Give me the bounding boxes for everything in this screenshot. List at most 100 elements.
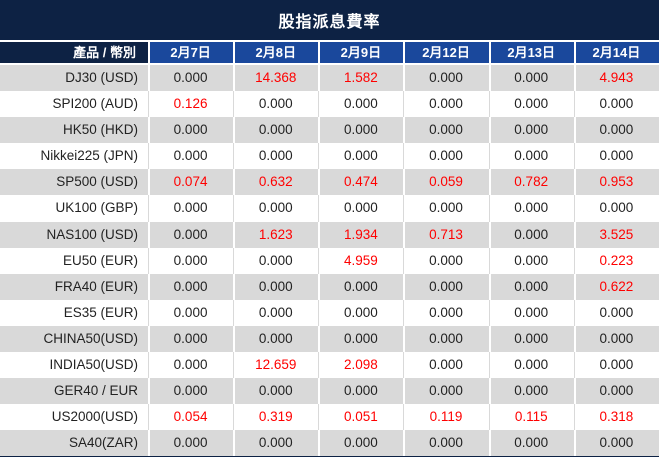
value-cell: 0.223 xyxy=(574,248,659,274)
table-row: Nikkei225 (JPN) 0.000 0.000 0.000 0.000 0.000… xyxy=(0,143,659,170)
value-cell: 0.000 xyxy=(233,326,318,352)
value-cell: 0.000 xyxy=(318,117,403,143)
date-header: 2月9日 xyxy=(318,40,404,65)
value-cell: 0.000 xyxy=(403,91,488,117)
value-cell: 0.126 xyxy=(148,91,233,117)
value-cell: 0.000 xyxy=(574,352,659,378)
table-row: US2000(USD) 0.054 0.319 0.051 0.119 0.115 0.31… xyxy=(0,404,659,431)
product-cell: SA40(ZAR) xyxy=(68,435,138,451)
table-row: CHINA50(USD) 0.000 0.000 0.000 0.000 0.000 0.0… xyxy=(0,325,659,353)
product-currency-header: 產品 / 幣別 xyxy=(0,40,148,65)
value-cell: 0.119 xyxy=(403,404,488,430)
value-cell: 0.000 xyxy=(403,195,488,221)
value-cell: 0.000 xyxy=(233,248,318,274)
value-cell: 0.000 xyxy=(318,300,403,326)
value-cell: 0.474 xyxy=(318,169,403,195)
table-row: SPI200 (AUD) 0.126 0.000 0.000 0.000 0.000 0.0… xyxy=(0,91,659,118)
value-cell: 0.000 xyxy=(403,326,488,352)
value-cell: 0.000 xyxy=(318,195,403,221)
value-cell: 0.000 xyxy=(233,195,318,221)
date-header: 2月7日 xyxy=(148,40,234,65)
value-cell: 0.074 xyxy=(148,169,233,195)
value-cell: 0.000 xyxy=(318,430,403,456)
value-cell: 0.000 xyxy=(403,248,488,274)
value-cell: 0.000 xyxy=(574,91,659,117)
value-cell: 0.051 xyxy=(318,404,403,430)
value-cell: 0.000 xyxy=(489,430,574,456)
value-cell: 0.000 xyxy=(403,274,488,300)
header-row: 產品 / 幣別 2月7日 2月8日 2月9日 2月12日 2月13日 2月14日 xyxy=(0,40,659,65)
page-title: 股指派息費率 xyxy=(278,14,381,31)
value-cell: 0.000 xyxy=(233,91,318,117)
value-cell: 0.000 xyxy=(489,300,574,326)
value-cell: 0.319 xyxy=(233,404,318,430)
value-cell: 0.000 xyxy=(574,326,659,352)
value-cell: 0.000 xyxy=(489,117,574,143)
value-cell: 0.000 xyxy=(489,274,574,300)
value-cell: 0.000 xyxy=(233,143,318,169)
value-cell: 0.115 xyxy=(489,404,574,430)
value-cell: 0.000 xyxy=(403,64,488,91)
value-cell: 0.000 xyxy=(148,300,233,326)
table-row: DJ30 (USD) 0.000 14.368 1.582 0.000 0.000 4.94… xyxy=(0,64,659,92)
value-cell: 0.054 xyxy=(148,404,233,430)
value-cell: 0.000 xyxy=(233,378,318,404)
value-cell: 0.000 xyxy=(489,326,574,352)
value-cell: 0.000 xyxy=(489,222,574,248)
product-cell: NAS100 (USD) xyxy=(46,226,138,242)
product-cell: FRA40 (EUR) xyxy=(54,278,138,294)
table-row: NAS100 (USD) 0.000 1.623 1.934 0.713 0.000 3.5… xyxy=(0,221,659,248)
value-cell: 0.059 xyxy=(403,169,488,195)
product-cell: ES35 (EUR) xyxy=(63,304,138,320)
date-header: 2月14日 xyxy=(573,40,659,65)
table-row: HK50 (HKD) 0.000 0.000 0.000 0.000 0.000 0.000 xyxy=(0,117,659,144)
table-row: GER40 / EUR 0.000 0.000 0.000 0.000 0.000 0.00… xyxy=(0,378,659,405)
value-cell: 0.953 xyxy=(574,169,659,195)
product-cell: US2000(USD) xyxy=(51,409,138,425)
value-cell: 1.623 xyxy=(233,222,318,248)
value-cell: 0.000 xyxy=(489,352,574,378)
value-cell: 0.000 xyxy=(489,195,574,221)
value-cell: 1.934 xyxy=(318,222,403,248)
value-cell: 0.000 xyxy=(318,91,403,117)
value-cell: 0.000 xyxy=(574,300,659,326)
value-cell: 0.000 xyxy=(148,195,233,221)
value-cell: 4.943 xyxy=(574,64,659,91)
value-cell: 0.000 xyxy=(574,117,659,143)
value-cell: 12.659 xyxy=(233,352,318,378)
product-cell: CHINA50(USD) xyxy=(43,330,138,346)
product-cell: HK50 (HKD) xyxy=(62,122,138,138)
value-cell: 14.368 xyxy=(233,64,318,91)
date-header: 2月13日 xyxy=(488,40,574,65)
value-cell: 0.000 xyxy=(318,378,403,404)
value-cell: 0.000 xyxy=(148,326,233,352)
value-cell: 0.000 xyxy=(574,143,659,169)
value-cell: 0.000 xyxy=(489,378,574,404)
value-cell: 0.713 xyxy=(403,222,488,248)
value-cell: 0.000 xyxy=(233,117,318,143)
value-cell: 0.000 xyxy=(403,430,488,456)
value-cell: 0.000 xyxy=(148,274,233,300)
value-cell: 0.000 xyxy=(403,143,488,169)
value-cell: 0.000 xyxy=(148,117,233,143)
title-bar: 股指派息費率 xyxy=(0,0,659,40)
value-cell: 0.000 xyxy=(489,143,574,169)
value-cell: 0.000 xyxy=(574,378,659,404)
product-cell: SP500 (USD) xyxy=(56,174,138,190)
table-row: EU50 (EUR) 0.000 0.000 4.959 0.000 0.000 0.223 xyxy=(0,247,659,274)
value-cell: 4.959 xyxy=(318,248,403,274)
value-cell: 0.000 xyxy=(318,143,403,169)
value-cell: 0.000 xyxy=(233,300,318,326)
value-cell: 0.000 xyxy=(489,248,574,274)
value-cell: 0.000 xyxy=(318,326,403,352)
dividend-rates-table: 產品 / 幣別 2月7日 2月8日 2月9日 2月12日 2月13日 2月14日 DJ30… xyxy=(0,40,659,457)
value-cell: 0.000 xyxy=(148,222,233,248)
value-cell: 0.318 xyxy=(574,404,659,430)
value-cell: 0.000 xyxy=(403,300,488,326)
value-cell: 0.000 xyxy=(489,91,574,117)
product-cell: Nikkei225 (JPN) xyxy=(40,148,138,164)
value-cell: 0.000 xyxy=(403,352,488,378)
value-cell: 0.000 xyxy=(403,378,488,404)
value-cell: 0.000 xyxy=(148,64,233,91)
